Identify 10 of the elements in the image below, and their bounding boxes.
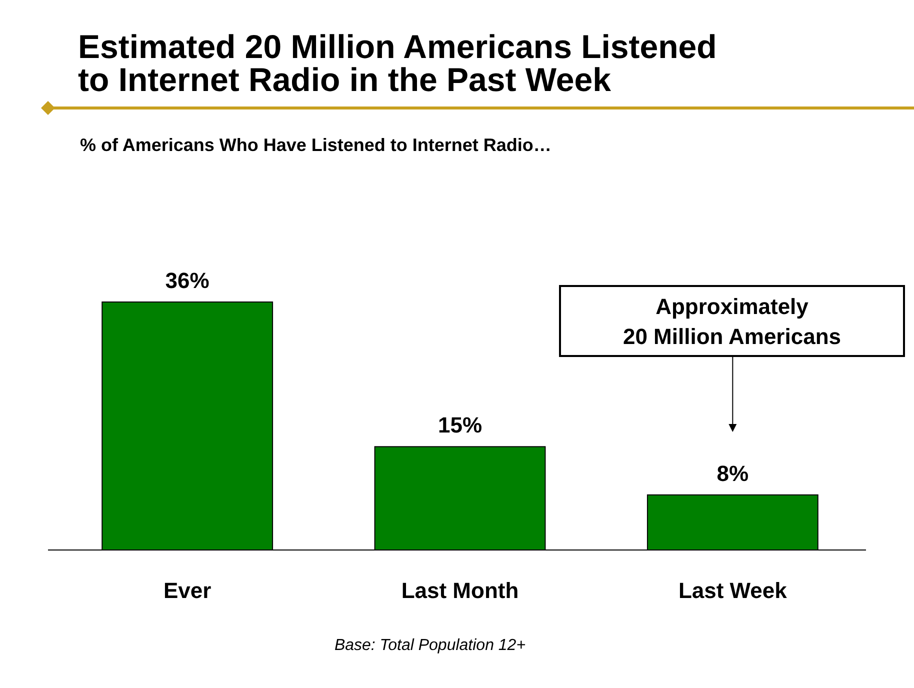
x-tick-label: Last Month — [401, 578, 519, 603]
x-tick-label: Ever — [163, 578, 212, 603]
data-label: 15% — [438, 412, 482, 438]
x-tick-label: Last Week — [678, 578, 788, 603]
annotation: Approximately 20 Million Americans — [622, 294, 842, 349]
chart-subtitle: % of Americans Who Have Listened to Internet Radio… — [80, 135, 552, 155]
text: Base: Total Population 12+ — [334, 637, 526, 654]
data-label: 8% — [716, 460, 749, 486]
chart-title: Estimated 20 Million Americans Listened to Internet Radio in the Past Week — [78, 28, 717, 98]
data-label: 36% — [165, 268, 210, 293]
